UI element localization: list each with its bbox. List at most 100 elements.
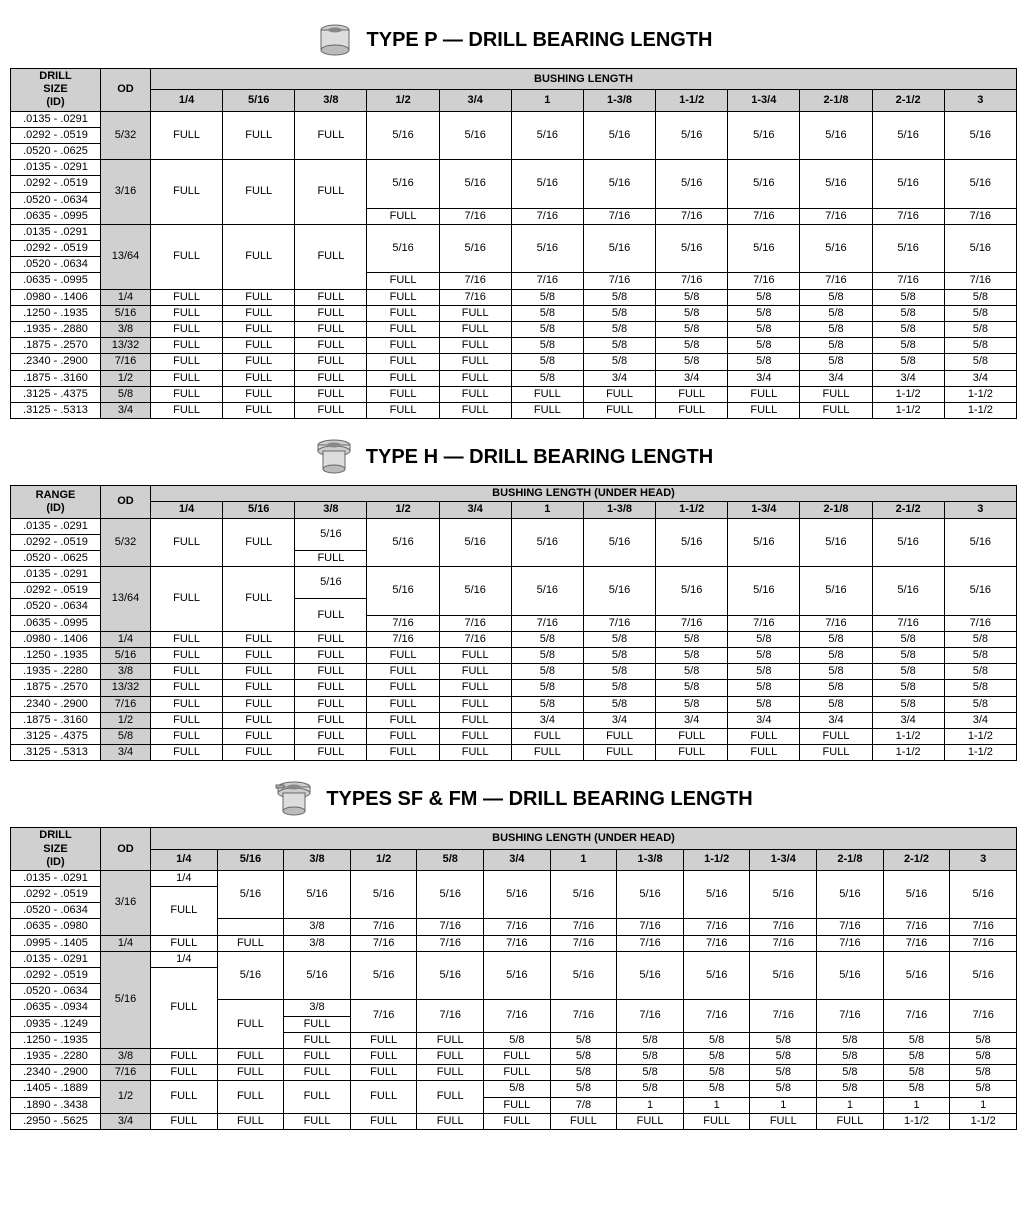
table-cell: FULL xyxy=(583,728,655,744)
table-cell: 5/16 xyxy=(367,160,439,209)
table-cell: FULL xyxy=(295,728,367,744)
table-cell: 7/16 xyxy=(101,696,151,712)
table-cell: 5/16 xyxy=(728,111,800,160)
table-cell: 5/16 xyxy=(944,160,1016,209)
table-cell: 5/16 xyxy=(367,518,439,567)
table-cell: 5/8 xyxy=(944,631,1016,647)
table-cell: FULL xyxy=(151,968,218,1049)
table-header: 3 xyxy=(950,849,1017,870)
type-sf-title: TYPES SF & FM — DRILL BEARING LENGTH xyxy=(10,779,1017,819)
table-cell: FULL xyxy=(151,518,223,567)
table-cell: 5/8 xyxy=(800,680,872,696)
table-cell: FULL xyxy=(295,664,367,680)
table-cell: 3/4 xyxy=(728,370,800,386)
table-cell: 5/8 xyxy=(656,289,728,305)
table-cell: 13/64 xyxy=(101,224,151,289)
table-cell: 7/16 xyxy=(750,935,817,951)
table-cell: 1/2 xyxy=(101,1081,151,1113)
table-cell: FULL xyxy=(484,1097,551,1113)
table-cell: 5/8 xyxy=(656,338,728,354)
table-cell: 3/4 xyxy=(872,370,944,386)
table-cell: 5/8 xyxy=(656,354,728,370)
table-cell: 5/16 xyxy=(728,518,800,567)
table-cell: FULL xyxy=(617,1113,684,1129)
table-cell: FULL xyxy=(295,322,367,338)
table-cell: FULL xyxy=(223,111,295,160)
table-cell: FULL xyxy=(295,224,367,289)
table-cell: 5/8 xyxy=(617,1081,684,1097)
table-cell: FULL xyxy=(728,745,800,761)
table-cell: FULL xyxy=(484,1048,551,1064)
table-cell: 3/4 xyxy=(800,712,872,728)
table-cell: 5/8 xyxy=(511,322,583,338)
table-cell: .0135 - .0291 xyxy=(11,224,101,240)
table-header: 1 xyxy=(511,90,583,111)
table-cell: 7/16 xyxy=(728,273,800,289)
table-cell: 7/16 xyxy=(872,615,944,631)
table-cell: 5/8 xyxy=(683,1048,750,1064)
table-header: 5/16 xyxy=(217,849,284,870)
table-cell: 5/16 xyxy=(872,567,944,616)
table-cell: 5/16 xyxy=(511,111,583,160)
table-cell: FULL xyxy=(350,1113,417,1129)
table-cell: 5/32 xyxy=(101,518,151,567)
table-cell: FULL xyxy=(295,370,367,386)
table-cell: 5/8 xyxy=(656,322,728,338)
table-cell: 5/16 xyxy=(728,567,800,616)
table-header: 1/4 xyxy=(151,90,223,111)
table-cell: 7/16 xyxy=(944,615,1016,631)
table-header: DRILLSIZE(ID) xyxy=(11,828,101,871)
table-cell xyxy=(217,919,284,935)
table-cell: 7/16 xyxy=(350,935,417,951)
table-cell: FULL xyxy=(511,402,583,418)
table-cell: FULL xyxy=(350,1032,417,1048)
table-cell: 5/16 xyxy=(656,224,728,273)
table-cell: 5/8 xyxy=(817,1032,884,1048)
table-cell: FULL xyxy=(284,1081,351,1113)
table-cell: .0520 - .0625 xyxy=(11,550,101,566)
table-cell: FULL xyxy=(151,338,223,354)
table-cell: FULL xyxy=(151,648,223,664)
table-cell: 7/16 xyxy=(439,273,511,289)
table-row: .0135 - .029113/64FULLFULL5/165/165/165/… xyxy=(11,567,1017,583)
table-cell: FULL xyxy=(656,402,728,418)
table-cell: 5/16 xyxy=(800,111,872,160)
table-cell: FULL xyxy=(484,1113,551,1129)
table-cell: 5/16 xyxy=(511,518,583,567)
table-cell: FULL xyxy=(367,354,439,370)
type-h-title: TYPE H — DRILL BEARING LENGTH xyxy=(10,437,1017,477)
table-cell: 3/4 xyxy=(511,712,583,728)
table-cell: 7/16 xyxy=(439,208,511,224)
table-cell: 5/16 xyxy=(656,518,728,567)
table-header: 1-3/4 xyxy=(728,90,800,111)
table-cell: 5/16 xyxy=(872,111,944,160)
table-cell: 7/16 xyxy=(817,919,884,935)
table-cell: 5/8 xyxy=(944,305,1016,321)
table-cell: 5/8 xyxy=(872,322,944,338)
table-header: 3/4 xyxy=(484,849,551,870)
table-cell: 5/16 xyxy=(484,951,551,1000)
table-cell: 5/8 xyxy=(511,289,583,305)
table-cell: .1935 - .2280 xyxy=(11,664,101,680)
table-cell: .0292 - .0519 xyxy=(11,887,101,903)
table-cell: 7/16 xyxy=(617,935,684,951)
bushing-h-icon xyxy=(314,437,354,477)
table-cell: 3/4 xyxy=(101,402,151,418)
table-cell: FULL xyxy=(217,935,284,951)
table-row: .2340 - .29007/16FULLFULLFULLFULLFULLFUL… xyxy=(11,1065,1017,1081)
table-cell: FULL xyxy=(284,1065,351,1081)
table-cell: 5/8 xyxy=(511,664,583,680)
table-cell: .2340 - .2900 xyxy=(11,696,101,712)
table-cell: 5/8 xyxy=(800,305,872,321)
table-cell: 5/8 xyxy=(683,1081,750,1097)
table-cell: .0292 - .0519 xyxy=(11,241,101,257)
table-cell: 5/16 xyxy=(617,870,684,919)
table-cell: FULL xyxy=(511,745,583,761)
table-header: 3/8 xyxy=(284,849,351,870)
table-cell: 5/8 xyxy=(583,289,655,305)
table-cell: .0292 - .0519 xyxy=(11,583,101,599)
table-cell: .1405 - .1889 xyxy=(11,1081,101,1097)
table-cell: 3/8 xyxy=(101,1048,151,1064)
table-cell: FULL xyxy=(295,599,367,631)
table-cell: .3125 - .5313 xyxy=(11,402,101,418)
